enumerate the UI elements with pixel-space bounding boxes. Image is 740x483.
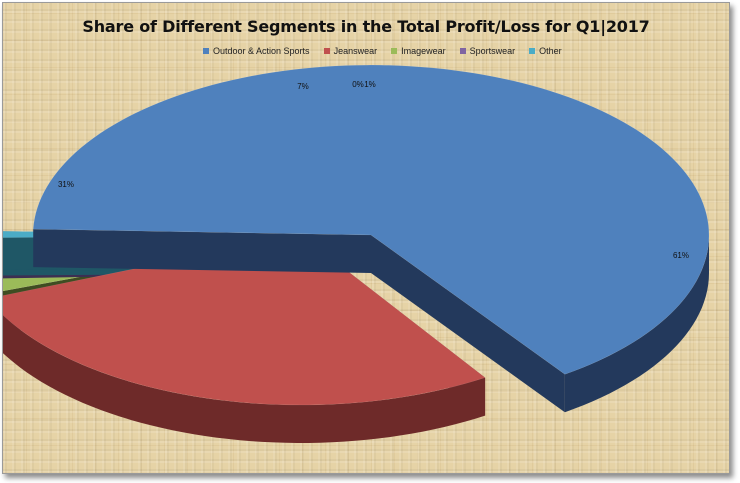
legend-item-other: Other — [529, 46, 562, 56]
legend-label: Other — [539, 46, 562, 56]
legend-item-sportswear: Sportswear — [459, 46, 516, 56]
data-label-outdoor: 61% — [673, 251, 689, 260]
legend-label: Jeanswear — [333, 46, 378, 56]
legend-swatch — [529, 48, 536, 54]
data-label-jeanswear: 31% — [58, 180, 74, 189]
slice-top — [32, 64, 710, 375]
slice-cut-wall — [33, 229, 371, 273]
legend-swatch — [323, 48, 330, 54]
legend-item-outdoor: Outdoor & Action Sports — [203, 46, 310, 56]
pie-slice-outdoor — [32, 64, 710, 413]
slice-outer-wall — [564, 235, 709, 413]
data-label-imagewear: 7% — [297, 82, 309, 91]
legend-label: Sportswear — [469, 46, 516, 56]
slice-outer-wall — [3, 315, 486, 443]
slice-cut-wall — [371, 235, 565, 413]
legend-label: Outdoor & Action Sports — [213, 46, 310, 56]
pie-plot: 61% 31% 7% 0% 1% — [3, 64, 710, 443]
data-label-other: 1% — [364, 80, 376, 89]
legend-swatch — [391, 48, 398, 54]
legend-swatch — [459, 48, 466, 54]
legend-swatch — [203, 48, 209, 54]
data-label-sportswear: 0% — [352, 80, 364, 89]
chart-title: Share of Different Segments in the Total… — [82, 17, 650, 36]
legend-item-imagewear: Imagewear — [391, 46, 446, 56]
chart-area: Share of Different Segments in the Total… — [2, 2, 730, 474]
slice-top — [3, 234, 486, 406]
legend: Outdoor & Action Sports Jeanswear Imagew… — [203, 46, 562, 56]
legend-item-jeanswear: Jeanswear — [323, 46, 378, 56]
legend-label: Imagewear — [401, 46, 446, 56]
